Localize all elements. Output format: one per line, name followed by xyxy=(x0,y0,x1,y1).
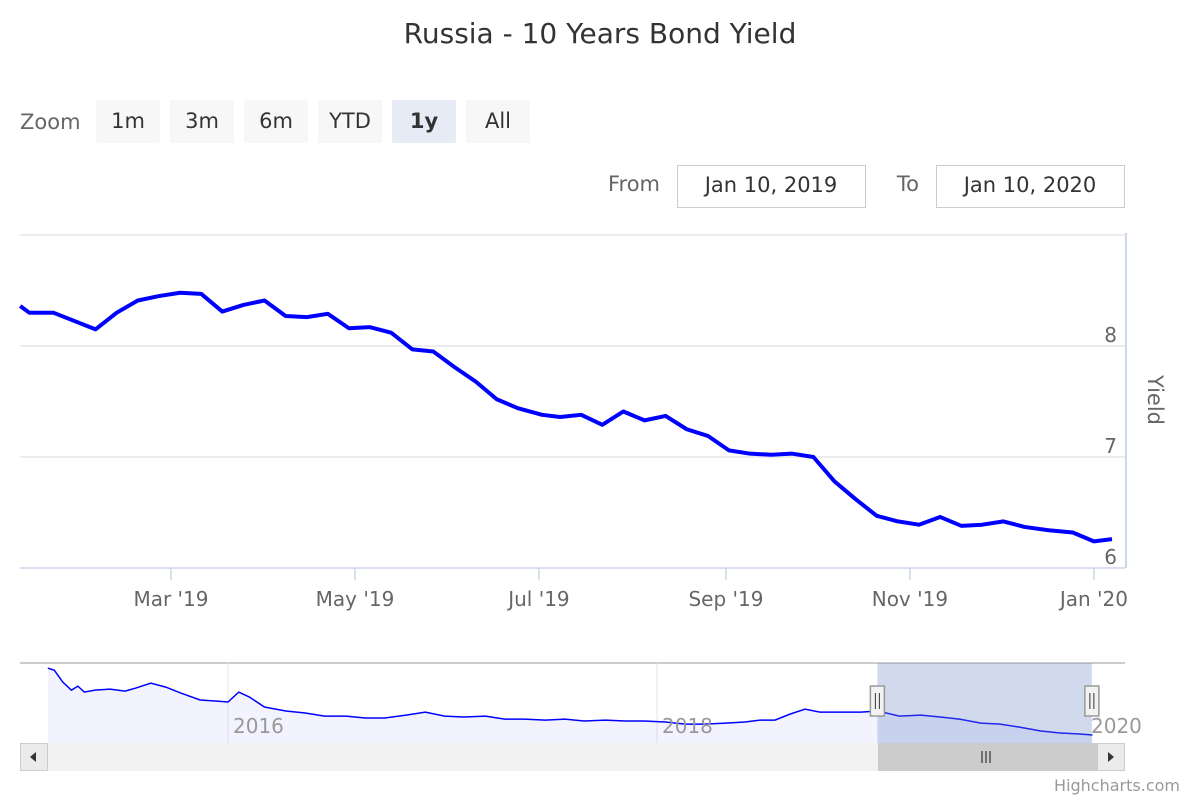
scrollbar-thumb[interactable] xyxy=(878,743,1097,771)
handle-grip-icon xyxy=(1089,693,1095,709)
zoom-button-ytd[interactable]: YTD xyxy=(318,100,382,143)
x-tick-label: Sep '19 xyxy=(688,587,763,611)
scrollbar[interactable] xyxy=(20,743,1125,771)
x-tick-label: Mar '19 xyxy=(133,587,208,611)
x-tick-label: Jul '19 xyxy=(506,587,569,611)
zoom-button-label[interactable]: YTD xyxy=(328,109,371,133)
navigator-selection-mask[interactable] xyxy=(877,663,1092,743)
zoom-label: Zoom xyxy=(20,110,81,134)
navigator-x-label: 2020 xyxy=(1091,714,1142,738)
navigator[interactable]: 2016 2018 2020 xyxy=(20,662,1142,743)
navigator-x-label: 2016 xyxy=(233,714,284,738)
credits-link[interactable]: Highcharts.com xyxy=(1054,776,1180,795)
to-label: To xyxy=(896,172,919,196)
from-date-value[interactable]: Jan 10, 2019 xyxy=(703,173,838,197)
navigator-series-line xyxy=(47,667,1093,736)
zoom-button-all[interactable]: All xyxy=(466,100,530,143)
grip-icon xyxy=(981,751,991,763)
main-plot: 6 7 8 Mar '19 May '19 Jul '19 Sep '19 Nov '19 Ja… xyxy=(19,233,1128,611)
from-date-input[interactable]: Jan 10, 2019 xyxy=(677,165,866,208)
zoom-button-label[interactable]: All xyxy=(485,109,511,133)
navigator-area xyxy=(47,668,1093,743)
navigator-handle-right[interactable] xyxy=(1084,685,1100,717)
x-tick-label: Jan '20 xyxy=(1058,587,1128,611)
arrow-left-icon xyxy=(30,752,36,762)
yield-series-line[interactable] xyxy=(19,290,1113,544)
y-tick-label: 7 xyxy=(1104,434,1117,458)
x-tick-label: Nov '19 xyxy=(872,587,948,611)
to-date-value[interactable]: Jan 10, 2020 xyxy=(962,173,1097,197)
scroll-left-button[interactable] xyxy=(20,743,48,771)
from-label: From xyxy=(608,172,660,196)
zoom-button-3m[interactable]: 3m xyxy=(170,100,234,143)
navigator-x-label: 2018 xyxy=(662,714,713,738)
x-tick-label: May '19 xyxy=(316,587,395,611)
chart-title: Russia - 10 Years Bond Yield xyxy=(404,17,797,50)
scroll-right-button[interactable] xyxy=(1097,743,1125,771)
zoom-button-label[interactable]: 3m xyxy=(185,109,219,133)
zoom-button-label[interactable]: 6m xyxy=(259,109,293,133)
y-tick-label: 8 xyxy=(1104,323,1117,347)
to-date-input[interactable]: Jan 10, 2020 xyxy=(936,165,1125,208)
navigator-handle-left[interactable] xyxy=(869,685,886,717)
zoom-button-1y[interactable]: 1y xyxy=(392,100,456,143)
arrow-right-icon xyxy=(1108,752,1114,762)
zoom-button-6m[interactable]: 6m xyxy=(244,100,308,143)
zoom-button-label[interactable]: 1m xyxy=(111,109,145,133)
zoom-button-label[interactable]: 1y xyxy=(410,109,439,133)
y-axis-title: Yield xyxy=(1143,374,1167,425)
handle-grip-icon xyxy=(874,693,880,709)
range-selector: Zoom 1m 3m 6m YTD 1y All From Jan 10, 2019 To… xyxy=(20,100,1125,208)
zoom-button-1m[interactable]: 1m xyxy=(96,100,160,143)
y-tick-label: 6 xyxy=(1104,545,1117,569)
